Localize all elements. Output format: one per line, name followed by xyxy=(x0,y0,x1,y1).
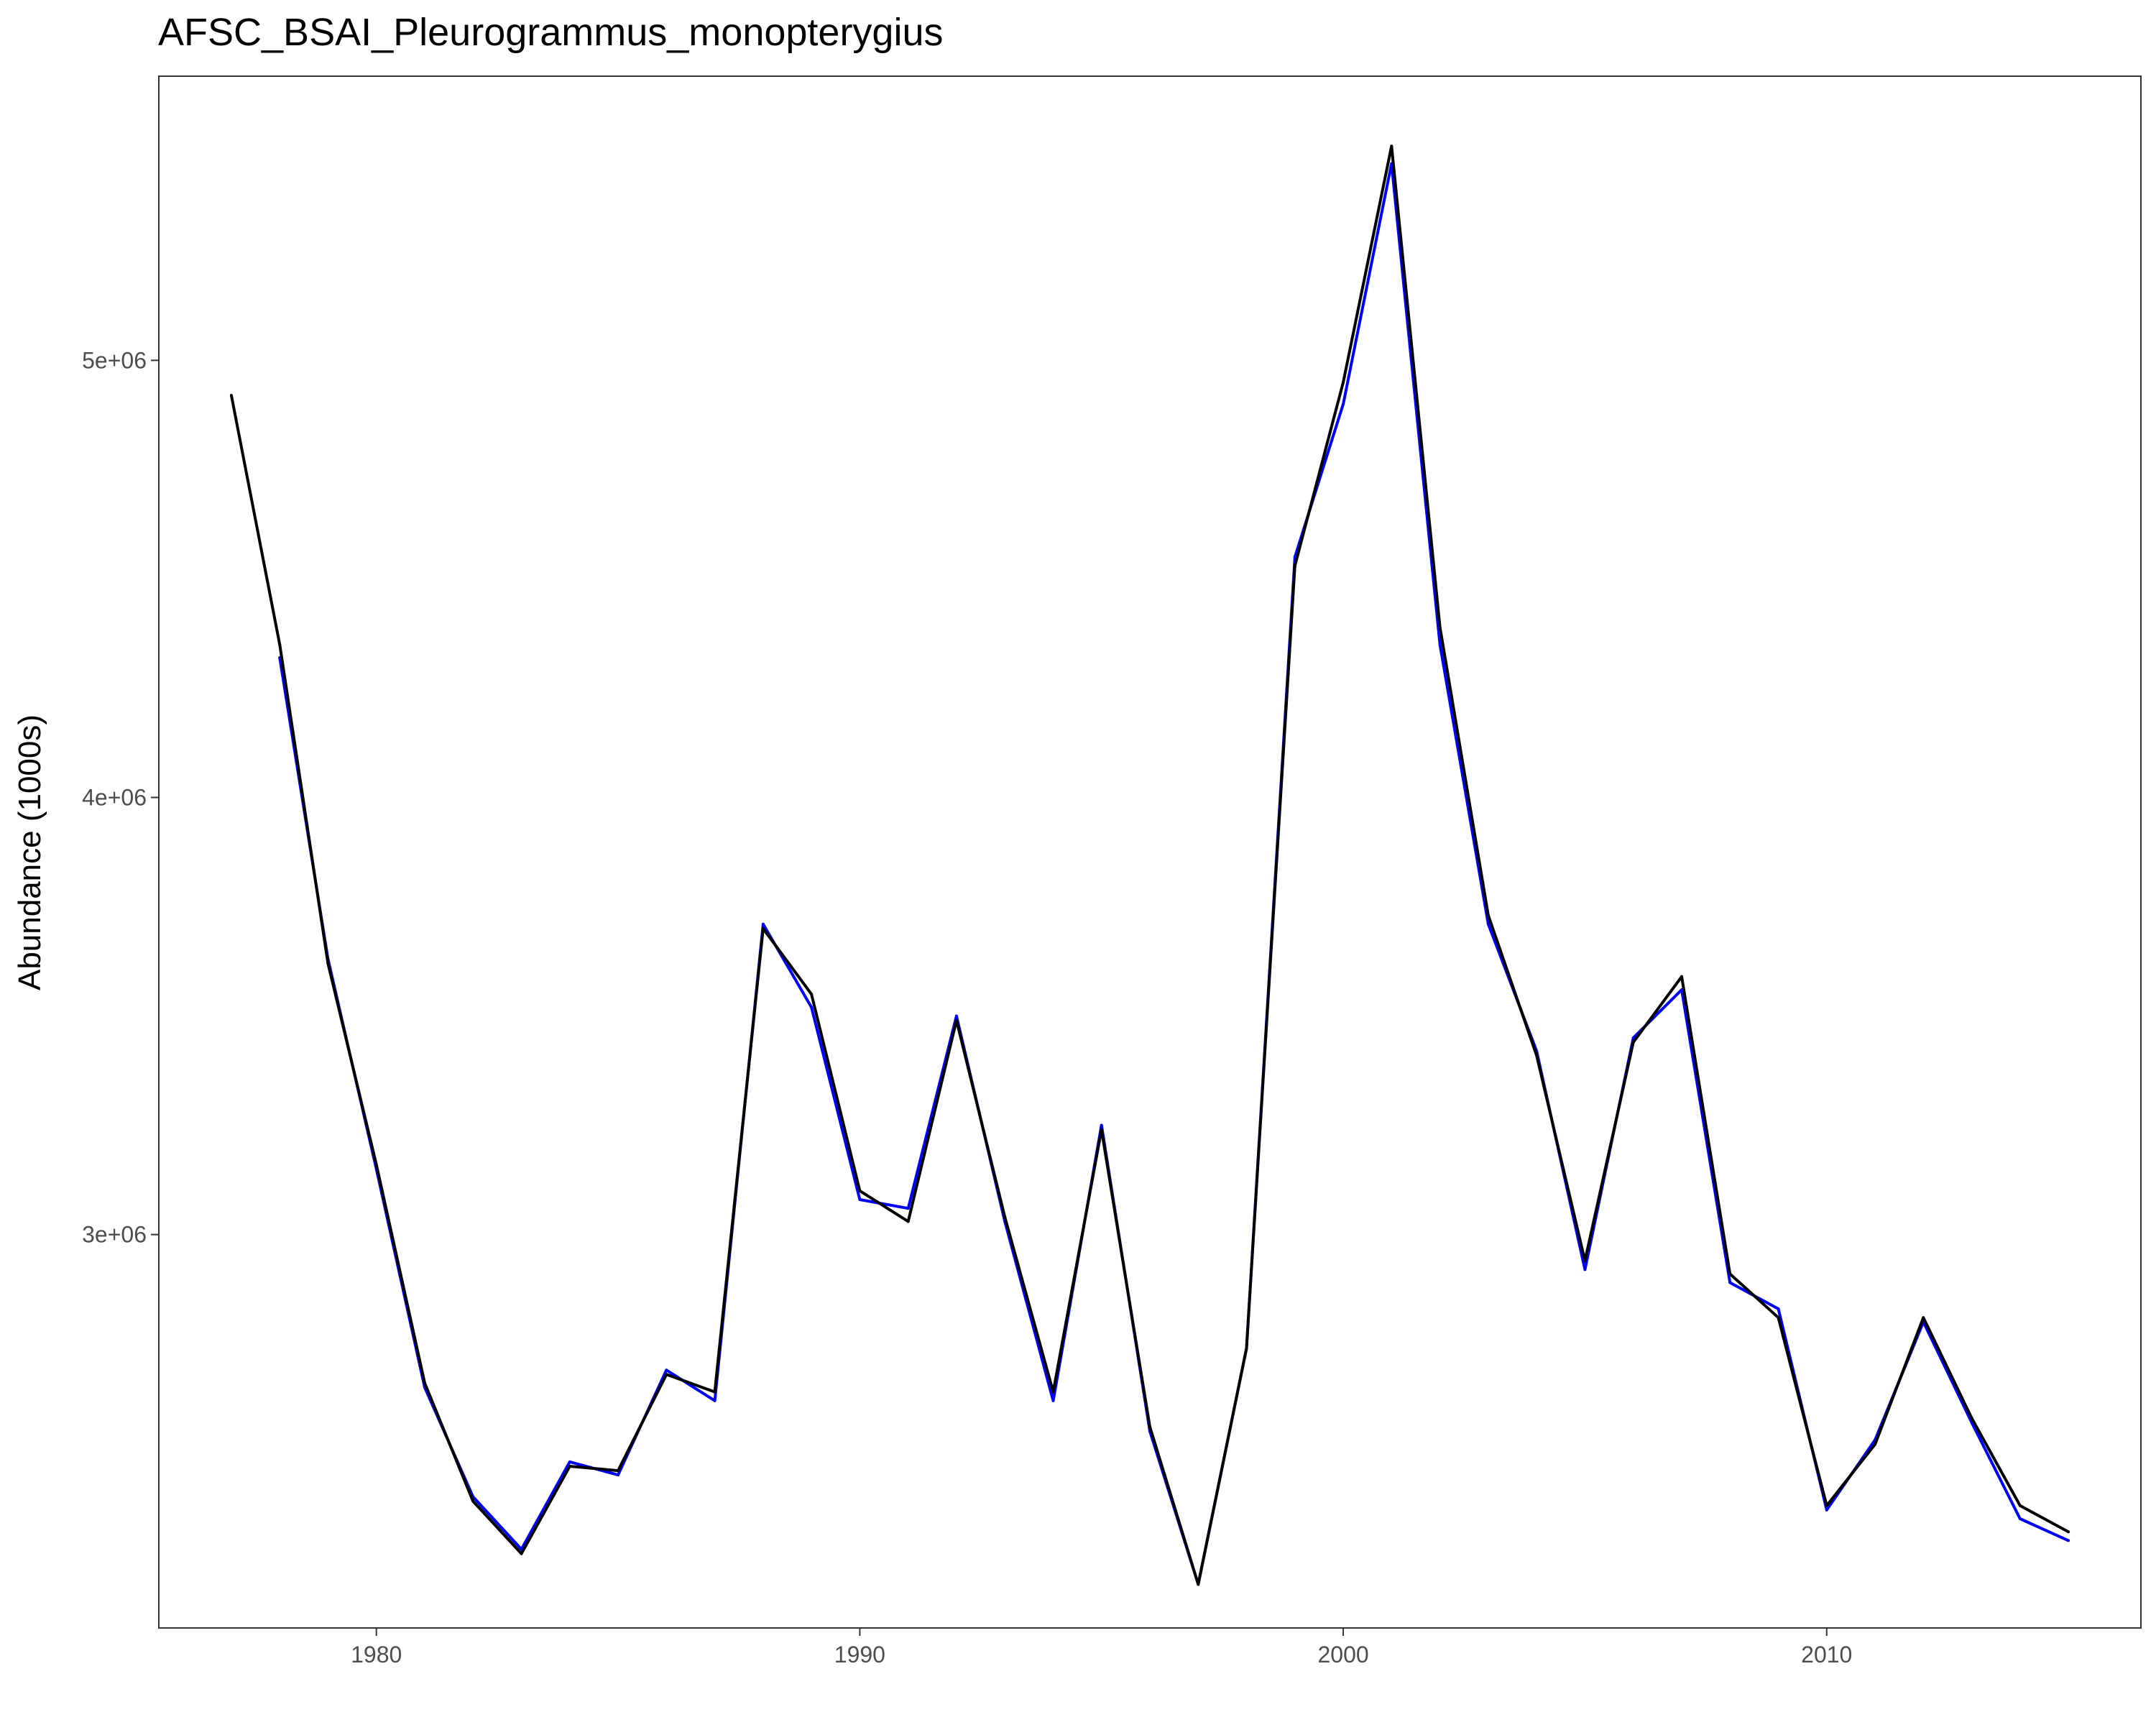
data-point xyxy=(374,1163,378,1167)
data-point xyxy=(713,1390,717,1394)
data-point xyxy=(761,922,765,926)
data-point xyxy=(1970,1417,1973,1420)
x-axis: 1980 1990 2000 2010 xyxy=(351,1628,1852,1668)
data-point xyxy=(2067,1539,2070,1542)
data-point xyxy=(1051,1399,1055,1402)
data-point xyxy=(665,1373,668,1376)
plot-panel xyxy=(158,75,2142,1629)
data-point xyxy=(954,1014,958,1018)
data-point xyxy=(278,643,282,646)
data-point xyxy=(229,394,233,397)
data-point xyxy=(1922,1316,1925,1320)
data-point xyxy=(713,1399,717,1402)
data-point xyxy=(1486,914,1490,917)
data-point xyxy=(1100,1123,1103,1127)
data-point xyxy=(954,1018,958,1022)
data-point xyxy=(1197,1583,1200,1586)
data-point xyxy=(1438,643,1442,646)
x-tick-label: 1980 xyxy=(351,1642,402,1668)
data-point xyxy=(810,1006,814,1009)
data-point xyxy=(1631,1036,1635,1039)
chart-title: AFSC_BSAI_Pleurogrammus_monopterygius xyxy=(158,11,944,54)
data-point xyxy=(2018,1517,2022,1520)
y-tick-label: 5e+06 xyxy=(82,347,147,373)
y-axis: 3e+06 4e+06 5e+06 xyxy=(82,347,159,1248)
data-point xyxy=(1825,1508,1828,1512)
data-point xyxy=(1390,144,1393,148)
data-point xyxy=(810,993,814,996)
data-point xyxy=(520,1552,523,1555)
data-point xyxy=(617,1469,619,1473)
data-point xyxy=(1777,1307,1780,1310)
data-point xyxy=(2018,1504,2022,1507)
data-point xyxy=(906,1207,910,1210)
data-point xyxy=(1535,1054,1539,1057)
data-point xyxy=(326,962,330,965)
data-point xyxy=(1051,1390,1055,1394)
x-tick-label: 2010 xyxy=(1801,1642,1852,1668)
data-point xyxy=(2067,1530,2070,1534)
data-point xyxy=(1825,1504,1828,1507)
y-tick-label: 4e+06 xyxy=(82,784,147,810)
data-point xyxy=(761,926,765,930)
data-point xyxy=(568,1460,571,1463)
series-layer xyxy=(229,144,2070,1586)
data-point xyxy=(1583,1268,1587,1271)
data-point xyxy=(665,1368,668,1372)
data-point xyxy=(471,1499,475,1503)
data-point xyxy=(1293,564,1296,568)
data-point xyxy=(1728,1272,1732,1276)
x-tick-label: 1990 xyxy=(834,1642,885,1668)
data-point xyxy=(1631,1041,1635,1044)
data-point xyxy=(568,1465,571,1468)
data-point xyxy=(1100,1128,1103,1131)
data-point xyxy=(617,1473,619,1477)
data-point xyxy=(1003,1215,1007,1219)
data-point xyxy=(1777,1316,1780,1320)
data-point xyxy=(906,1220,910,1223)
data-point xyxy=(1680,975,1683,978)
series-2 xyxy=(229,144,2070,1586)
y-tick-label: 3e+06 xyxy=(82,1222,147,1248)
x-tick-label: 2000 xyxy=(1317,1642,1368,1668)
data-point xyxy=(1148,1425,1151,1429)
data-point xyxy=(1728,1281,1732,1284)
data-point xyxy=(1342,380,1345,384)
data-point xyxy=(858,1189,862,1192)
data-point xyxy=(1486,922,1490,926)
data-point xyxy=(1583,1259,1587,1263)
y-axis-title: Abundance (1000s) xyxy=(12,714,47,990)
data-point xyxy=(1245,1346,1248,1350)
data-point xyxy=(1438,625,1442,629)
data-point xyxy=(858,1198,862,1201)
data-point xyxy=(1874,1443,1876,1446)
data-point xyxy=(1342,402,1345,406)
data-point xyxy=(423,1381,426,1385)
